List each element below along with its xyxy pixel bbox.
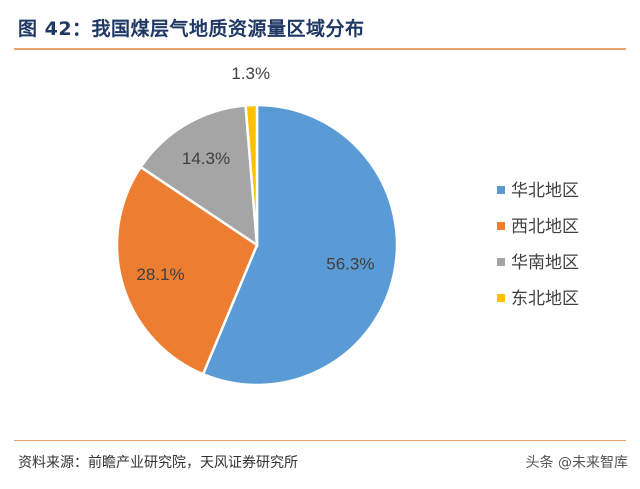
title-divider <box>14 48 626 50</box>
watermark: 头条 @未来智库 <box>525 455 628 471</box>
legend-label: 西北地区 <box>511 217 579 237</box>
pie-data-label: 28.1% <box>136 265 184 284</box>
source-note: 资料来源：前瞻产业研究院，天风证券研究所 <box>18 455 298 471</box>
legend-label: 华南地区 <box>511 253 579 273</box>
pie-slices <box>115 103 399 387</box>
pie-data-label: 14.3% <box>182 149 230 168</box>
page-title: 图 42：我国煤层气地质资源量区域分布 <box>18 18 365 40</box>
pie-data-label: 1.3% <box>231 64 270 83</box>
legend-swatch <box>497 258 505 266</box>
legend-label: 东北地区 <box>511 289 579 309</box>
pie-slice-4 <box>244 103 259 246</box>
pie-slice-2 <box>115 165 259 376</box>
pie-slice-3 <box>138 104 259 248</box>
pie-slice-1 <box>201 103 399 387</box>
pie-data-label: 56.3% <box>326 255 374 274</box>
legend-label: 华北地区 <box>511 181 579 201</box>
legend-swatch <box>497 186 505 194</box>
legend-swatch <box>497 222 505 230</box>
footer-divider <box>14 440 626 441</box>
pie-data-labels: 56.3% 28.1% 14.3% 1.3% <box>136 64 374 284</box>
legend-swatch <box>497 294 505 302</box>
